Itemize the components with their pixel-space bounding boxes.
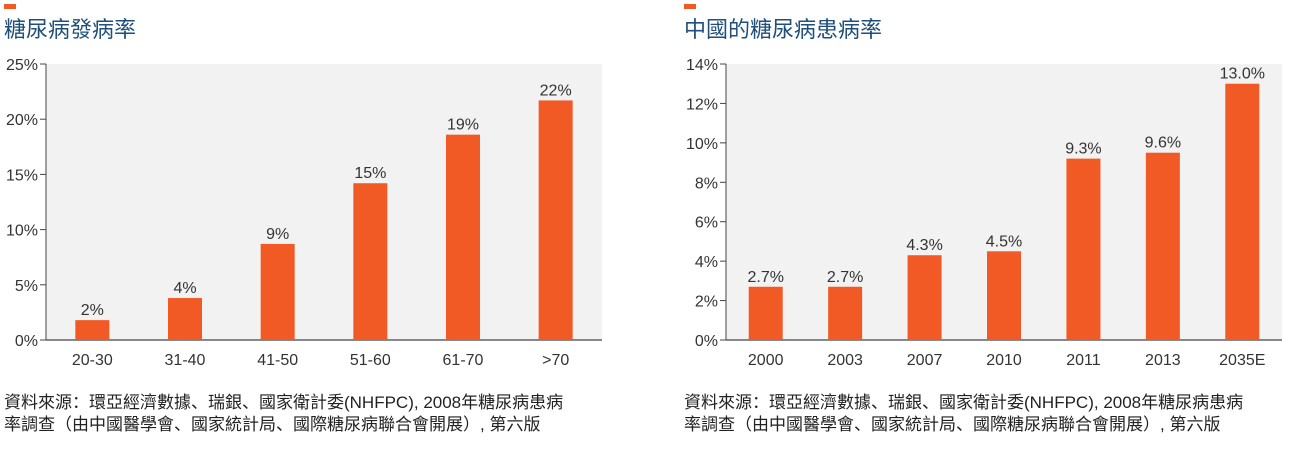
data-label: 4.5% bbox=[986, 233, 1022, 250]
bar bbox=[748, 286, 783, 340]
data-label: 2.7% bbox=[747, 269, 783, 286]
bar bbox=[1225, 83, 1260, 340]
data-label: 2% bbox=[81, 302, 104, 319]
y-tick-label: 4% bbox=[695, 254, 718, 271]
bar bbox=[446, 134, 480, 340]
y-tick-label: 10% bbox=[686, 136, 718, 153]
y-tick-label: 12% bbox=[686, 96, 718, 113]
x-tick-label: 2003 bbox=[827, 352, 863, 369]
bar bbox=[538, 100, 573, 340]
x-tick-label: 2013 bbox=[1145, 352, 1181, 369]
data-label: 22% bbox=[540, 82, 572, 99]
bar bbox=[1145, 152, 1180, 340]
bar bbox=[260, 243, 295, 340]
x-tick-label: 2035E bbox=[1219, 352, 1265, 369]
y-tick-label: 25% bbox=[6, 57, 38, 74]
y-tick-label: 0% bbox=[15, 333, 38, 350]
bar bbox=[353, 183, 388, 340]
bar bbox=[75, 320, 110, 340]
data-label: 9.6% bbox=[1145, 135, 1181, 152]
incidence-bar-chart: 0% 5% 10% 15% 20% 25% 2% 20-30 4% 31-40 9% 41-50 15%… bbox=[6, 57, 602, 369]
x-tick-label: 2007 bbox=[907, 352, 943, 369]
x-tick-label: 51-60 bbox=[350, 352, 391, 369]
data-label: 15% bbox=[354, 165, 386, 182]
data-label: 4.3% bbox=[906, 237, 942, 254]
source-note: 資料來源：環亞經濟數據、瑞銀、國家衛計委(NHFPC), 2008年糖尿病患病率… bbox=[684, 393, 1244, 434]
x-tick-label: 20-30 bbox=[72, 352, 113, 369]
source-note: 資料來源：環亞經濟數據、瑞銀、國家衛計委(NHFPC), 2008年糖尿病患病率… bbox=[4, 393, 564, 434]
bar bbox=[987, 251, 1021, 340]
data-label: 9% bbox=[266, 226, 289, 243]
x-tick-label: 2000 bbox=[748, 352, 784, 369]
data-label: 2.7% bbox=[827, 269, 863, 286]
x-tick-label: 41-50 bbox=[257, 352, 298, 369]
x-tick-label: 31-40 bbox=[165, 352, 206, 369]
x-tick-label: >70 bbox=[542, 352, 569, 369]
data-label: 9.3% bbox=[1065, 141, 1101, 158]
y-tick-label: 0% bbox=[695, 333, 718, 350]
y-tick-label: 6% bbox=[695, 215, 718, 232]
x-tick-label: 2011 bbox=[1066, 352, 1101, 369]
chart-title: 中國的糖尿病患病率 bbox=[684, 17, 883, 42]
title-accent-mark bbox=[4, 4, 16, 9]
y-tick-label: 2% bbox=[695, 294, 718, 311]
y-tick-label: 20% bbox=[6, 112, 38, 129]
x-tick-label: 2010 bbox=[986, 352, 1022, 369]
x-tick-label: 61-70 bbox=[443, 352, 484, 369]
bar bbox=[907, 255, 942, 340]
data-label: 4% bbox=[173, 280, 196, 297]
chart-title: 糖尿病發病率 bbox=[4, 17, 137, 42]
y-tick-label: 14% bbox=[686, 57, 718, 74]
data-label: 19% bbox=[447, 117, 479, 134]
plot-area bbox=[46, 64, 602, 340]
y-tick-label: 15% bbox=[6, 167, 38, 184]
data-label: 13.0% bbox=[1220, 66, 1265, 83]
bar bbox=[168, 298, 202, 340]
y-tick-label: 5% bbox=[15, 278, 38, 295]
bar bbox=[1066, 158, 1101, 340]
y-tick-label: 8% bbox=[695, 175, 718, 192]
bar bbox=[828, 286, 863, 340]
title-accent-mark bbox=[684, 4, 696, 9]
y-tick-label: 10% bbox=[6, 223, 38, 240]
prevalence-bar-chart: 0% 2% 4% 6% 8% 10% 12% 14% 2.7% 2000 2.7% 2003 4.3% 2… bbox=[686, 57, 1282, 369]
